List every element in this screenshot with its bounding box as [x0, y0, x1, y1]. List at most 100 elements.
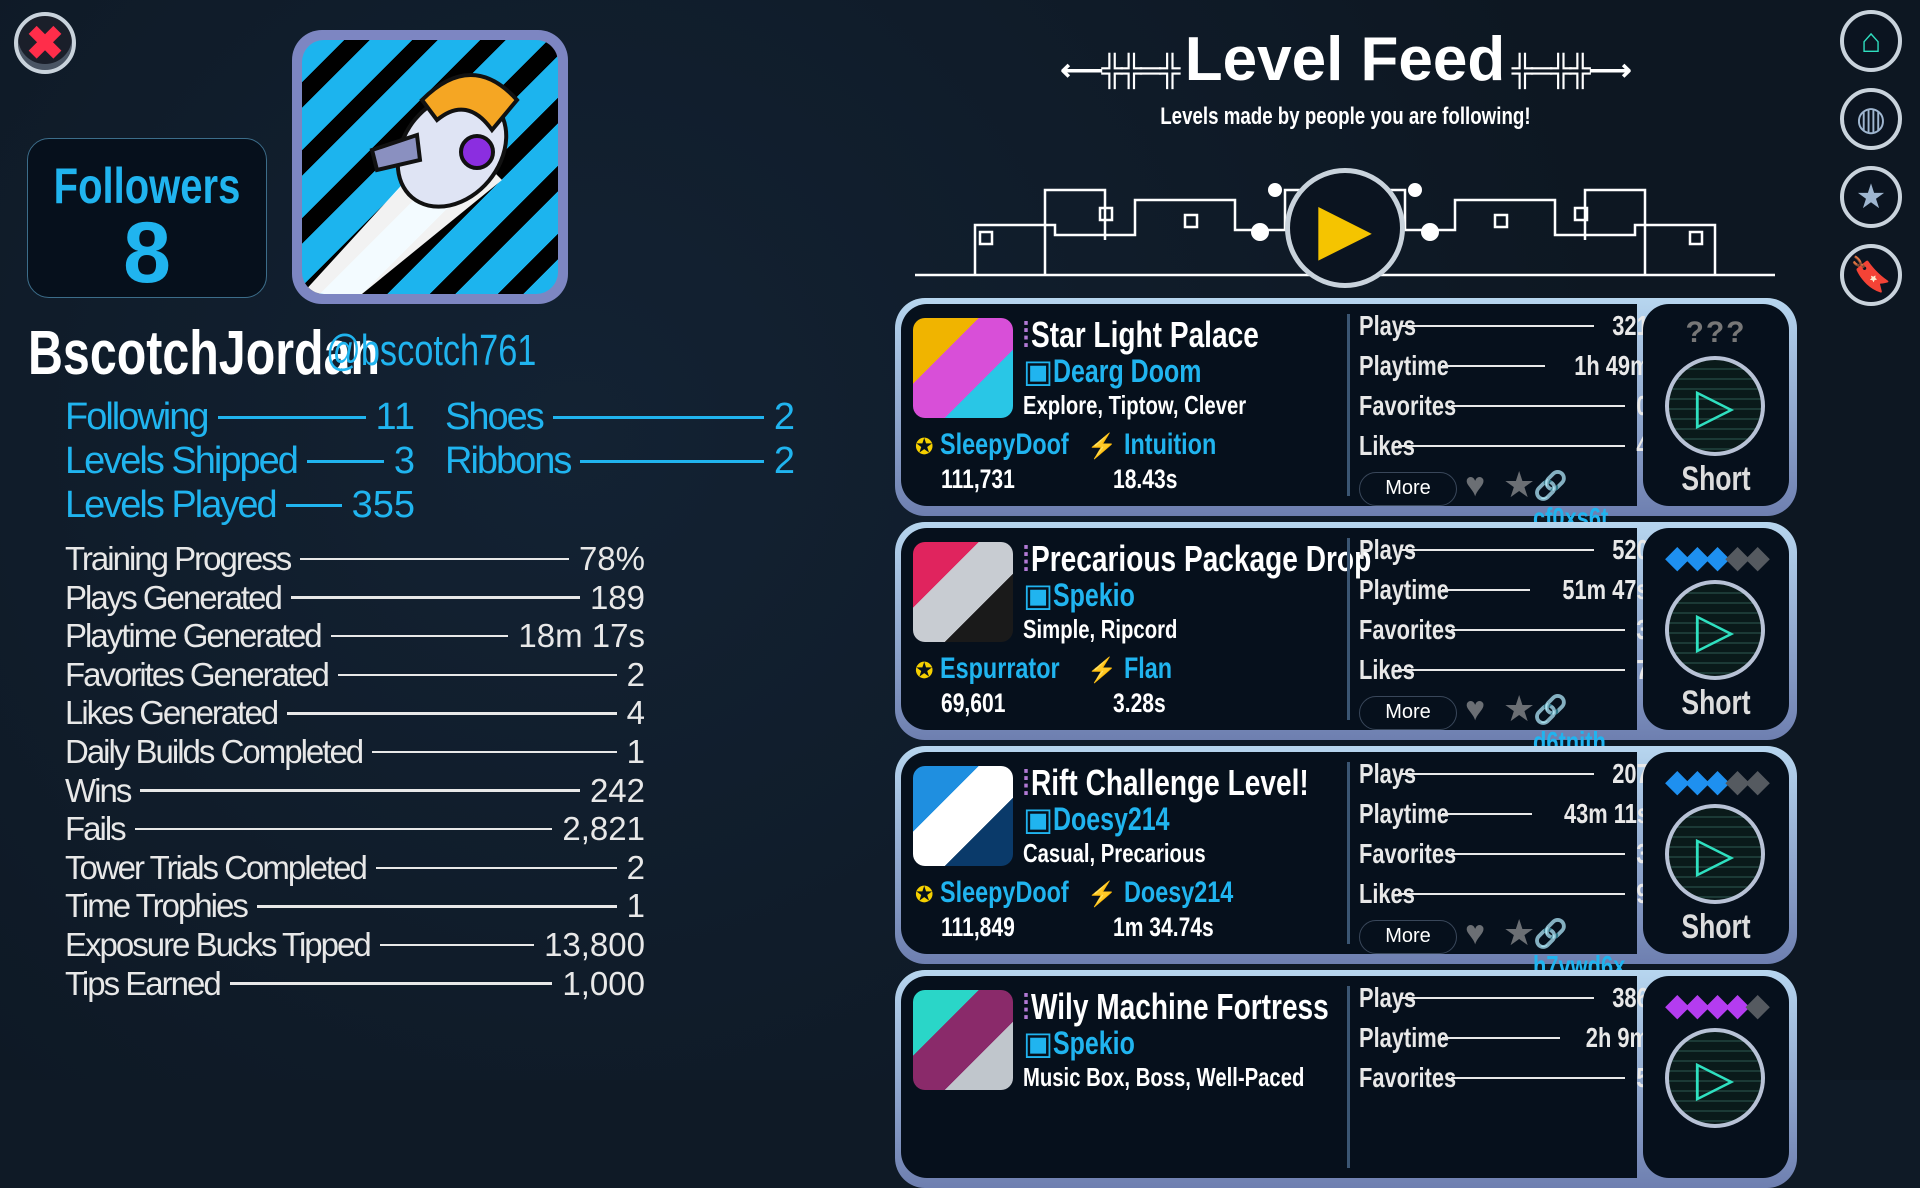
more-button[interactable]: More: [1359, 472, 1457, 506]
bookmark-nav-button[interactable]: 🔖: [1840, 244, 1902, 306]
more-button[interactable]: More: [1359, 696, 1457, 730]
globe-nav-button[interactable]: ◍: [1840, 88, 1902, 150]
section-divider: [1347, 314, 1350, 496]
level-tags: Music Box, Boss, Well-Paced: [1023, 1062, 1305, 1092]
level-card[interactable]: ⁞Wily Machine Fortress ▣Spekio Music Box, …: [895, 970, 1797, 1188]
heart-icon[interactable]: ♥: [1465, 690, 1486, 728]
section-divider: [1347, 762, 1350, 944]
level-title[interactable]: ⁞Wily Machine Fortress: [1021, 986, 1413, 1028]
level-card[interactable]: ⁞Rift Challenge Level! ▣Doesy214 Casual, P…: [895, 746, 1797, 981]
fastest-time-holder[interactable]: ⚡ Doesy214: [1087, 876, 1264, 910]
play-level-button[interactable]: ▷: [1665, 1028, 1765, 1128]
level-stat-label: Favorites: [1359, 390, 1457, 421]
stat-levels-played[interactable]: Levels Played 355: [65, 484, 415, 527]
fastest-time-holder[interactable]: ⚡ Intuition: [1087, 428, 1242, 462]
level-title-text: Precarious Package Drop: [1031, 538, 1372, 579]
divider-line: [1399, 772, 1595, 776]
close-button[interactable]: ✖: [14, 12, 76, 74]
play-triangle-icon: ▷: [1695, 378, 1735, 434]
fastest-time-value: 18.43s: [1113, 464, 1178, 494]
level-info: ⁞Precarious Package Drop ▣Spekio Simple, R…: [901, 528, 1649, 757]
stat-label: Training Progress: [65, 540, 292, 577]
high-score-holder[interactable]: ✪ Espurrator: [915, 652, 1093, 686]
circuit-decoration: [915, 183, 1775, 277]
difficulty-indicator: ◆◆◆◆◆: [1643, 540, 1789, 575]
stat-label: Following: [65, 396, 210, 438]
high-score-holder[interactable]: ✪ SleepyDoof: [915, 876, 1105, 910]
stat-value: 1: [626, 887, 645, 925]
display-name: BscotchJordan: [28, 318, 479, 389]
level-title[interactable]: ⁞Precarious Package Drop: [1021, 538, 1467, 580]
difficulty-diamond-icon: ◆: [1685, 765, 1709, 798]
level-stat-likes: Likes4: [1359, 430, 1649, 462]
level-card[interactable]: ⁞Star Light Palace ▣Dearg Doom Explore, Ti…: [895, 298, 1797, 533]
difficulty-diamond-icon: ◆: [1746, 989, 1769, 1022]
level-stat-value: 520: [1612, 534, 1649, 565]
creator-link[interactable]: ▣Spekio: [1023, 576, 1158, 614]
user-handle-text: @bscotch761: [326, 326, 537, 375]
stat-value: 242: [589, 771, 645, 809]
link-icon: 🔗: [1533, 694, 1568, 725]
shoe-icon: ⚡: [1087, 657, 1124, 684]
level-stat-favorites: Favorites3: [1359, 838, 1649, 870]
feed-play-button[interactable]: ▶: [1285, 168, 1405, 288]
stat-value: 2: [626, 848, 645, 886]
play-panel: ??? ▷ Short: [1643, 304, 1789, 506]
stat-ribbons[interactable]: Ribbons 2: [445, 440, 795, 483]
heart-icon[interactable]: ♥: [1465, 914, 1486, 952]
creator-link[interactable]: ▣Dearg Doom: [1023, 352, 1243, 390]
level-stat-plays: Plays 386: [1359, 982, 1649, 1014]
level-title[interactable]: ⁞Star Light Palace: [1021, 314, 1323, 356]
play-level-button[interactable]: ▷: [1665, 804, 1765, 904]
stat-following[interactable]: Following 11: [65, 396, 415, 439]
level-stat-value: 43m 11s: [1563, 798, 1649, 829]
high-score-holder[interactable]: ✪ SleepyDoof: [915, 428, 1105, 462]
stat-levels-shipped[interactable]: Levels Shipped 3: [65, 440, 415, 483]
stat-label: Wins: [65, 771, 132, 809]
followers-label: Followers: [53, 158, 241, 214]
feed-title: ⟵╬╬═╬ Level Feed ╬═╬╬⟶: [1010, 24, 1680, 95]
level-thumbnail: [913, 990, 1013, 1090]
rocket-avatar-image: [302, 40, 558, 294]
stat-row: Favorites Generated 2: [65, 656, 645, 694]
home-nav-button[interactable]: ⌂: [1840, 10, 1902, 72]
star-icon[interactable]: ★: [1503, 688, 1536, 729]
play-level-button[interactable]: ▷: [1665, 356, 1765, 456]
followers-count: 8: [123, 205, 171, 301]
stat-value: 3: [393, 440, 415, 482]
level-stat-playtime: Playtime 43m 11s: [1359, 798, 1649, 830]
play-level-button[interactable]: ▷: [1665, 580, 1765, 680]
star-icon[interactable]: ★: [1503, 464, 1536, 505]
difficulty-diamond-icon: ◆: [1685, 989, 1709, 1022]
heart-icon[interactable]: ♥: [1465, 466, 1486, 504]
fastest-time-value: 3.28s: [1113, 688, 1166, 718]
level-marker-icon: ⁞: [1021, 314, 1032, 355]
more-button[interactable]: More: [1359, 920, 1457, 954]
level-card[interactable]: ⁞Precarious Package Drop ▣Spekio Simple, R…: [895, 522, 1797, 757]
creator-link[interactable]: ▣Doesy214: [1023, 800, 1203, 838]
star-nav-button[interactable]: ★: [1840, 166, 1902, 228]
fastest-time-holder[interactable]: ⚡ Flan: [1087, 652, 1185, 686]
creator-link[interactable]: ▣Spekio: [1023, 1024, 1158, 1062]
stat-shoes[interactable]: Shoes 2: [445, 396, 795, 439]
level-title-text: Star Light Palace: [1031, 314, 1259, 355]
level-title[interactable]: ⁞Rift Challenge Level!: [1021, 762, 1387, 804]
divider-line: [1450, 628, 1626, 632]
level-thumbnail: [913, 318, 1013, 418]
feed-subtitle: Levels made by people you are following!: [1010, 103, 1680, 131]
stat-label: Tips Earned: [65, 964, 222, 1002]
stat-label: Shoes: [445, 396, 545, 438]
close-x-icon: ✖: [25, 17, 65, 69]
user-handle: @bscotch761: [326, 326, 596, 376]
star-icon[interactable]: ★: [1503, 912, 1536, 953]
level-info: ⁞Star Light Palace ▣Dearg Doom Explore, Ti…: [901, 304, 1649, 533]
divider-line: [372, 750, 617, 754]
level-marker-icon: ⁞: [1021, 762, 1032, 803]
level-stat-label: Plays: [1359, 310, 1417, 341]
stat-value: 1,000: [562, 964, 645, 1002]
level-stat-label: Playtime: [1359, 574, 1449, 605]
stat-label: Plays Generated: [65, 578, 283, 616]
level-tags: Casual, Precarious: [1023, 838, 1206, 868]
level-stat-label: Favorites: [1359, 1062, 1457, 1093]
home-icon: ⌂: [1860, 21, 1882, 60]
